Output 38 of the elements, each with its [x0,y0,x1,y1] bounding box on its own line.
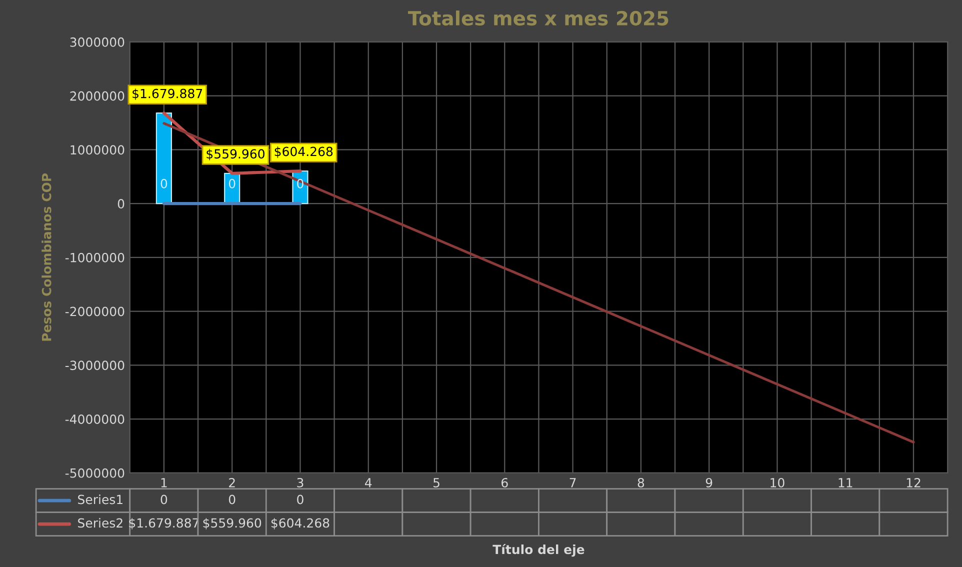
text: $604.268 [274,146,333,158]
x-tick-label: 8 [638,478,644,488]
text: 0 [228,178,236,188]
data-label: 0 [228,494,236,504]
y-tick-label: 1000000 [70,145,124,155]
y-tick-label: -2000000 [65,306,124,316]
x-tick-label: 11 [838,478,852,488]
legend-label: Series2 [78,518,122,528]
x-tick-label: 5 [433,478,440,488]
text: $1.679.887 [132,88,202,100]
bar [156,112,172,204]
y-tick-label: -4000000 [65,414,124,424]
x-axis-title: Título del eje [492,544,584,557]
legend-label: Series1 [78,494,122,504]
x-tick-label: 2 [229,478,235,488]
text: 0 [160,178,168,188]
data-label: 0 [160,494,168,504]
x-tick-label: 12 [906,478,920,488]
y-tick-label: -3000000 [65,360,124,370]
x-tick-label: 9 [706,478,712,488]
y-tick-label: -5000000 [65,468,124,478]
x-tick-label: 3 [297,478,304,488]
x-tick-label: 4 [365,478,372,488]
x-tick-label: 7 [570,478,576,488]
y-tick-label: -1000000 [65,252,124,262]
y-tick-label: 0 [118,199,124,208]
data-label: $559.960 [203,518,262,530]
text: $559.960 [206,148,264,160]
data-label: 0 [297,494,304,504]
x-tick-label: 6 [502,478,508,488]
x-tick-label: 1 [161,478,167,488]
y-axis-title: Pesos Colombianos COP [42,173,52,341]
chart-title: Totales mes x mes 2025 [408,10,668,26]
data-label: $1.679.887 [129,518,199,530]
y-tick-label: 3000000 [70,37,124,47]
x-tick-label: 10 [770,478,784,488]
data-label: $604.268 [271,518,330,530]
y-tick-label: 2000000 [70,91,124,101]
